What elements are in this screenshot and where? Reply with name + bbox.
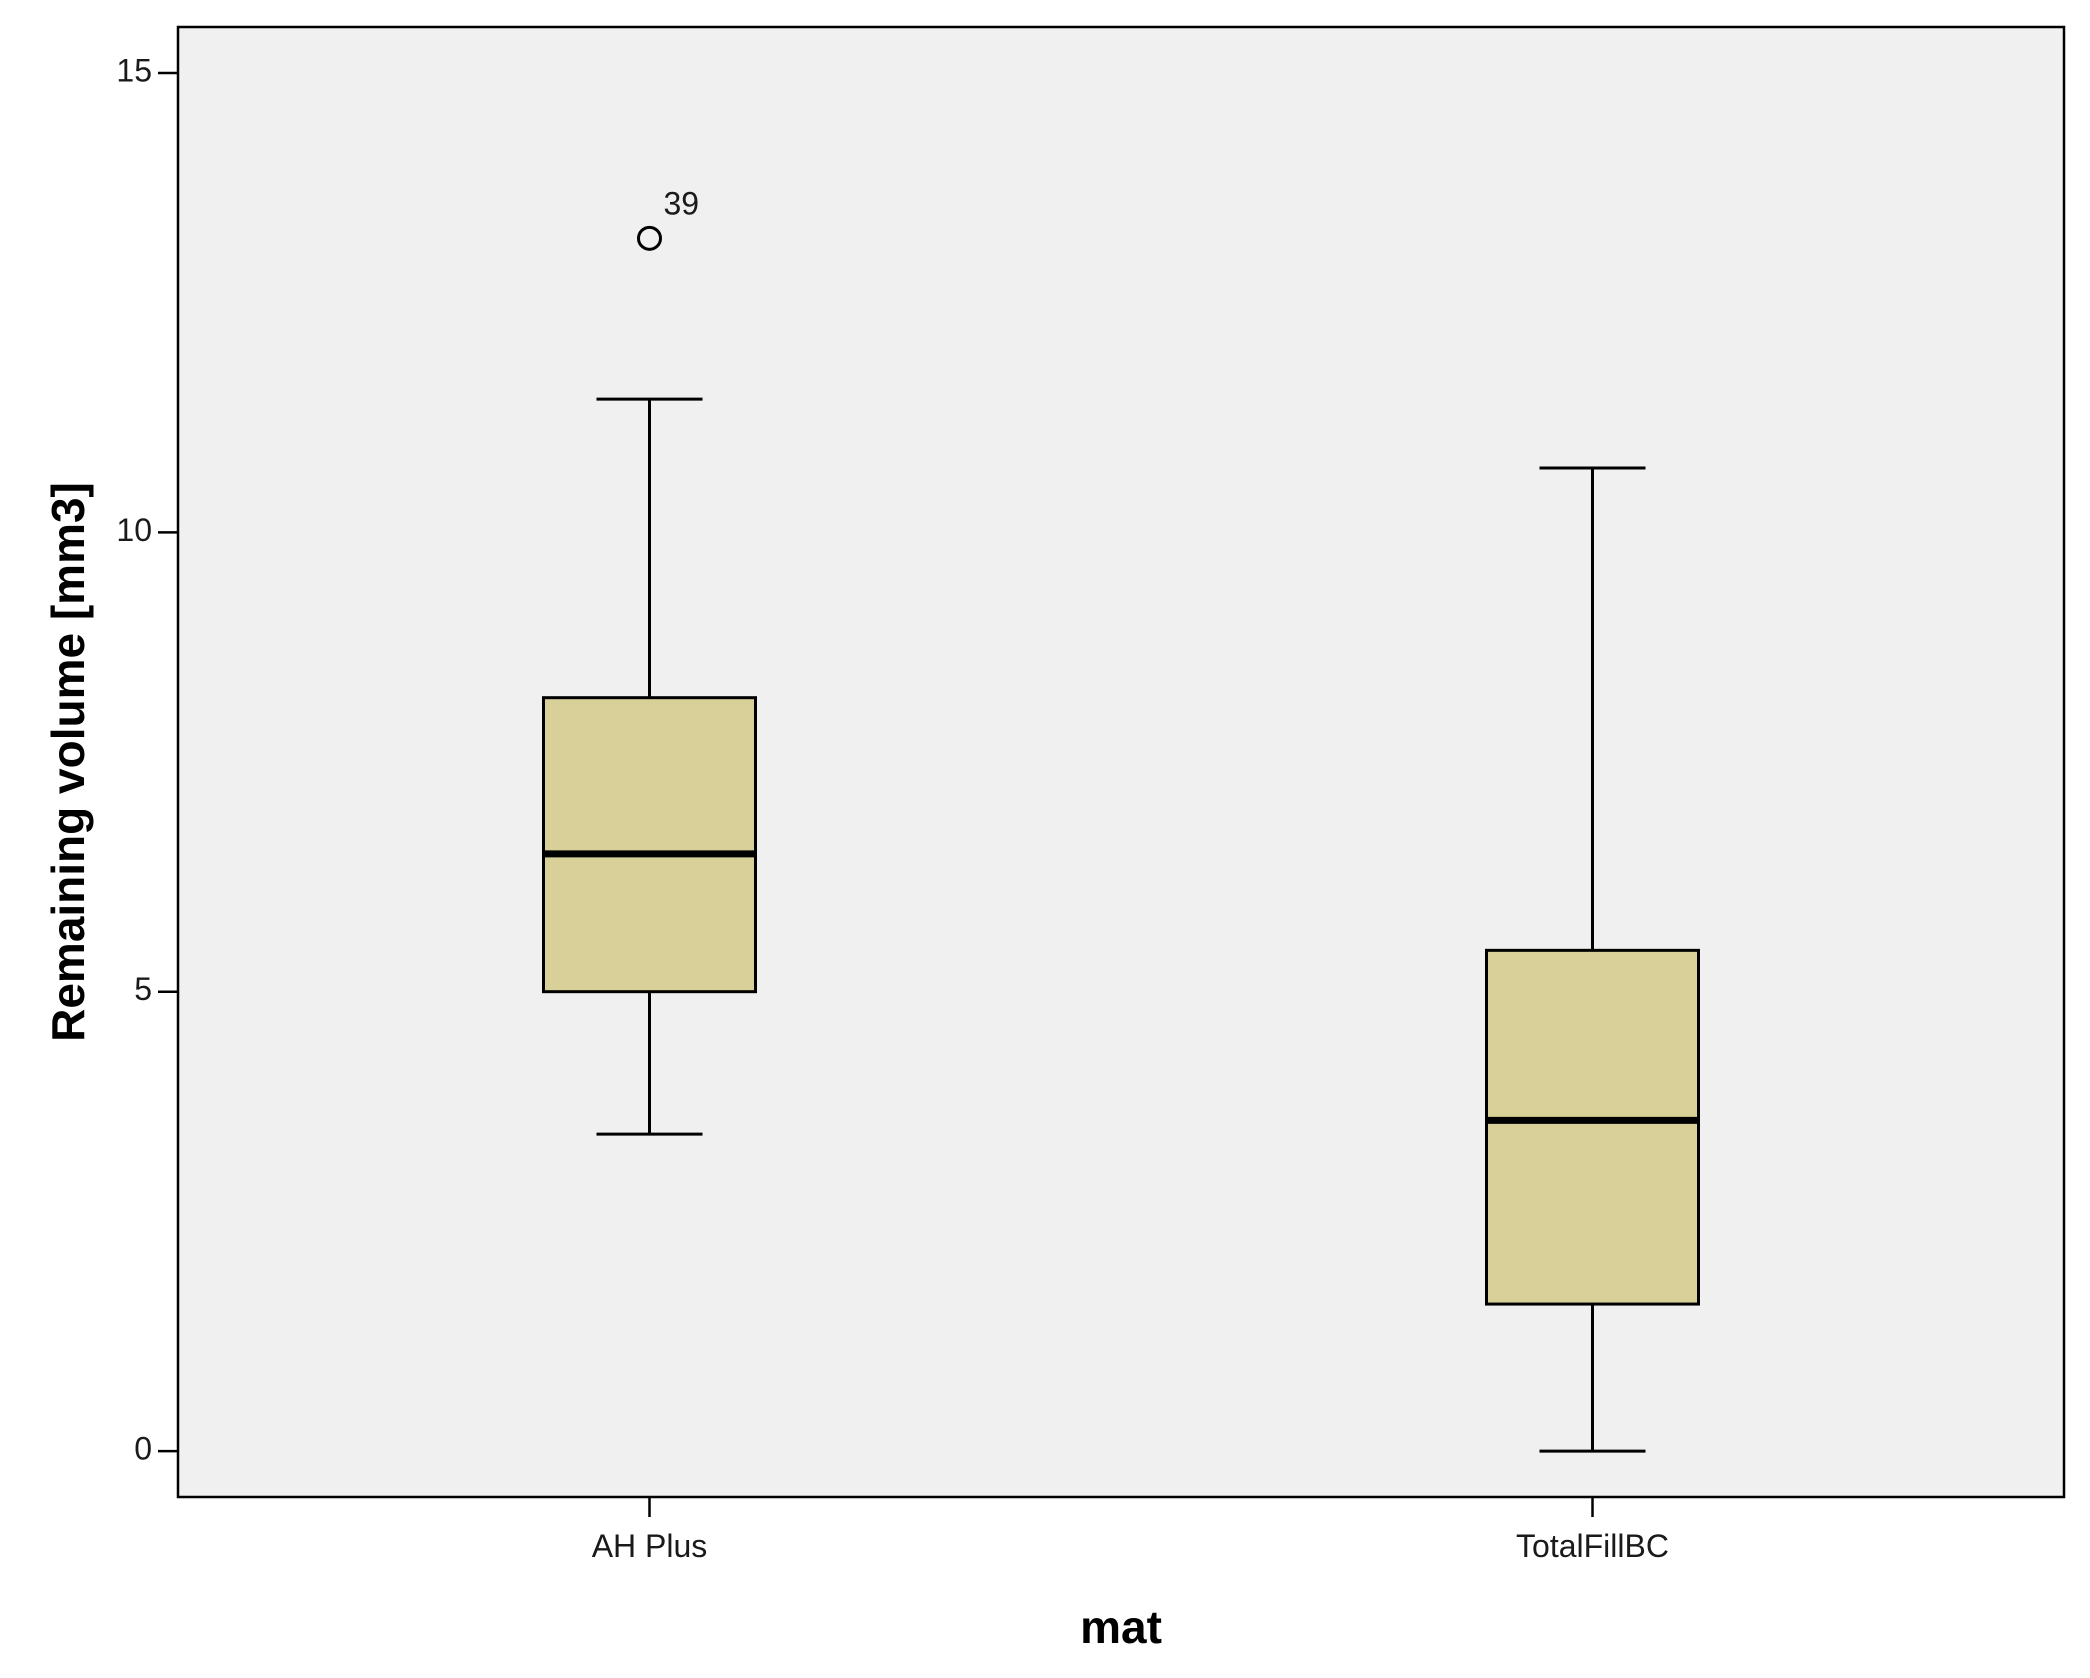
y-tick-label: 15 — [116, 52, 152, 88]
x-axis: AH Plus TotalFillBC — [592, 1497, 1669, 1564]
plot-area — [176, 25, 2066, 1499]
outlier-label: 39 — [664, 185, 700, 221]
y-axis: 0 5 10 15 — [116, 52, 178, 1467]
iqr-box — [1485, 948, 1700, 1306]
x-tick-label: TotalFillBC — [1516, 1528, 1669, 1564]
box-group: 39 — [542, 185, 757, 1136]
x-axis-title: mat — [1080, 1601, 1162, 1653]
outlier-point — [637, 225, 662, 251]
box-group — [1485, 466, 1700, 1453]
y-tick-label: 10 — [116, 512, 152, 548]
iqr-box — [542, 696, 757, 994]
y-axis-title: Remaining volume [mm3] — [42, 482, 94, 1042]
y-tick-label: 5 — [134, 971, 152, 1007]
y-tick-label: 0 — [134, 1431, 152, 1467]
x-tick-label: AH Plus — [592, 1528, 708, 1564]
boxes: 39 — [542, 185, 1700, 1453]
